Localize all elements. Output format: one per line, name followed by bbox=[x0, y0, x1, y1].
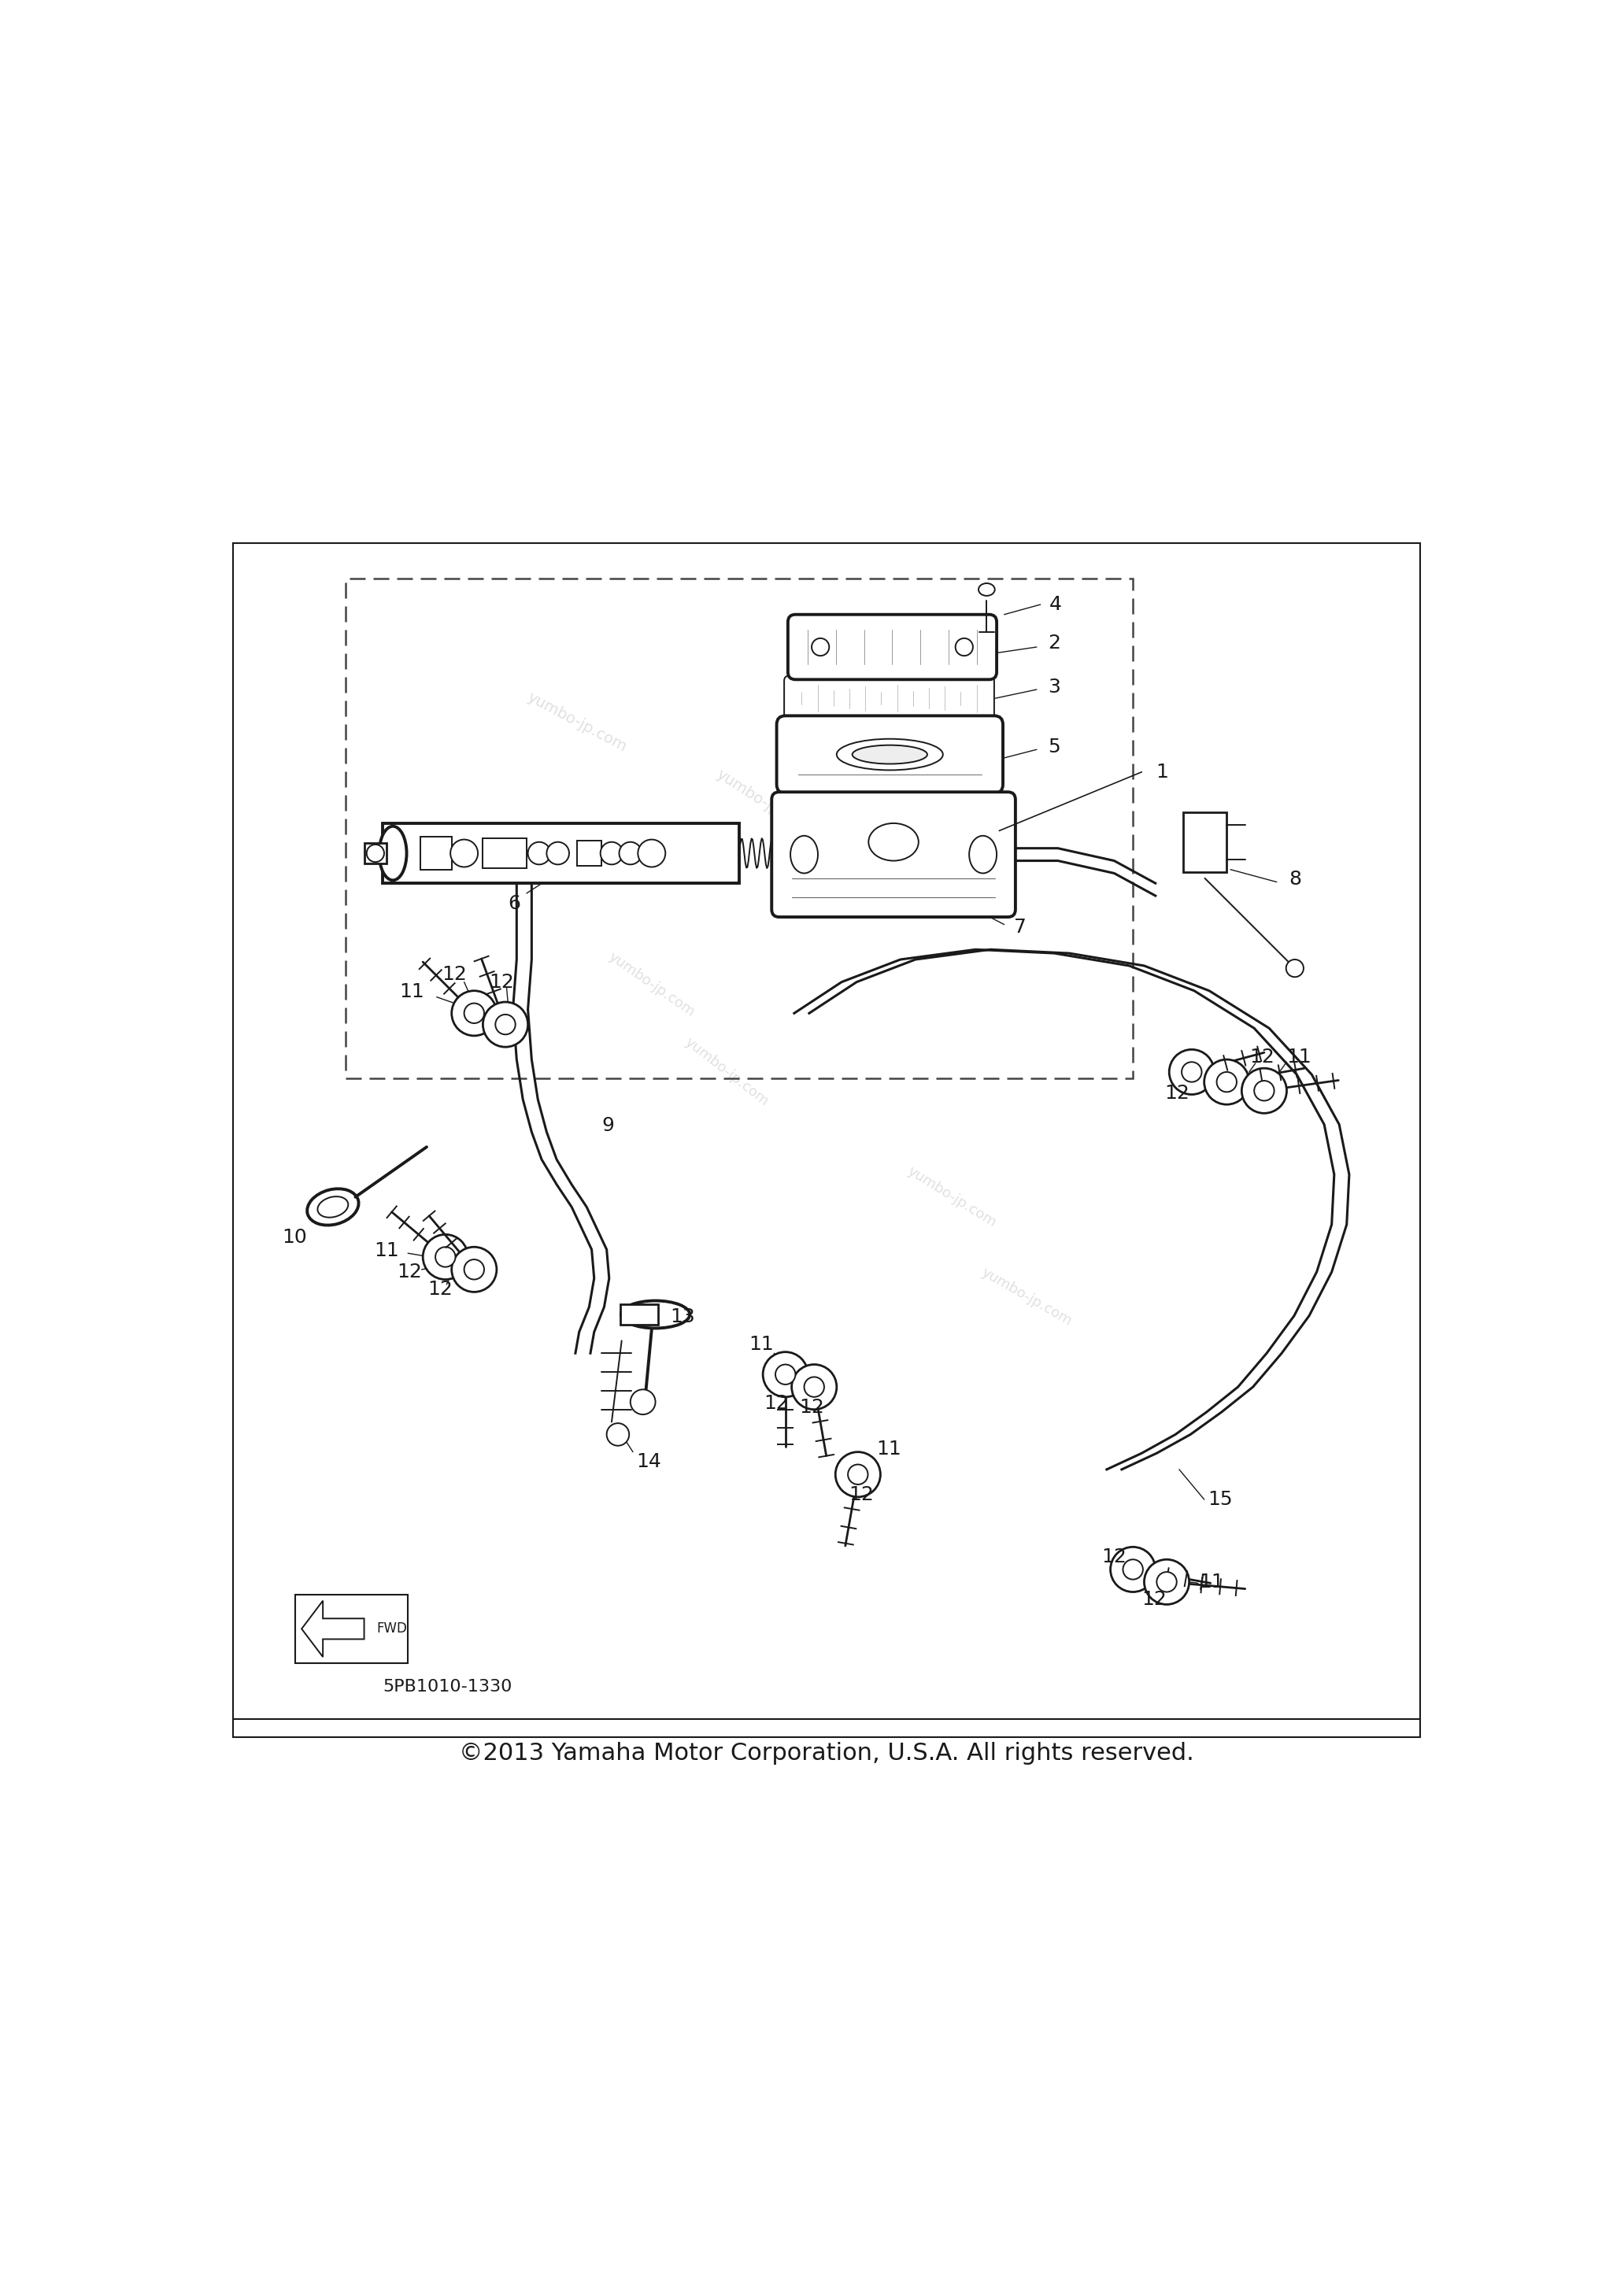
Bar bbox=[482, 838, 526, 868]
Bar bbox=[295, 1593, 408, 1662]
Circle shape bbox=[805, 1378, 824, 1396]
Circle shape bbox=[1182, 1063, 1202, 1081]
Circle shape bbox=[619, 843, 642, 866]
Circle shape bbox=[465, 1261, 484, 1279]
Text: 11: 11 bbox=[374, 1242, 398, 1261]
Circle shape bbox=[366, 845, 384, 861]
Ellipse shape bbox=[837, 739, 944, 769]
Circle shape bbox=[1144, 1559, 1189, 1605]
Circle shape bbox=[1157, 1573, 1177, 1591]
Bar bbox=[621, 1304, 658, 1325]
Ellipse shape bbox=[852, 746, 927, 765]
Circle shape bbox=[1205, 1058, 1248, 1104]
Text: 12: 12 bbox=[848, 1486, 874, 1504]
Text: 2: 2 bbox=[1048, 634, 1060, 652]
Bar bbox=[345, 579, 1132, 1079]
Circle shape bbox=[776, 1364, 795, 1384]
Circle shape bbox=[547, 843, 569, 866]
Circle shape bbox=[1169, 1049, 1215, 1095]
Text: 12: 12 bbox=[397, 1263, 421, 1281]
Circle shape bbox=[955, 638, 973, 657]
Circle shape bbox=[452, 1247, 497, 1293]
Circle shape bbox=[763, 1352, 808, 1396]
Circle shape bbox=[600, 843, 623, 866]
Circle shape bbox=[452, 992, 497, 1035]
Ellipse shape bbox=[868, 824, 918, 861]
Text: 12: 12 bbox=[427, 1281, 453, 1300]
Circle shape bbox=[1123, 1559, 1144, 1580]
Circle shape bbox=[792, 1364, 837, 1410]
Text: 12: 12 bbox=[765, 1394, 789, 1412]
Circle shape bbox=[1255, 1081, 1274, 1100]
Ellipse shape bbox=[790, 836, 818, 872]
Text: 5: 5 bbox=[1048, 737, 1060, 755]
Circle shape bbox=[606, 1424, 629, 1446]
Text: 12: 12 bbox=[1142, 1591, 1166, 1609]
Text: 9: 9 bbox=[602, 1116, 615, 1134]
Text: 7: 7 bbox=[1015, 918, 1026, 937]
Text: 13: 13 bbox=[671, 1306, 695, 1327]
Text: 10: 10 bbox=[282, 1228, 306, 1247]
Polygon shape bbox=[302, 1600, 365, 1658]
FancyBboxPatch shape bbox=[771, 792, 1016, 916]
Text: yumbo-jp.com: yumbo-jp.com bbox=[979, 1265, 1074, 1329]
Text: yumbo-jp.com: yumbo-jp.com bbox=[682, 1035, 771, 1109]
Bar bbox=[421, 838, 452, 870]
Circle shape bbox=[1110, 1548, 1155, 1591]
FancyBboxPatch shape bbox=[787, 615, 997, 680]
Text: 12: 12 bbox=[1248, 1047, 1274, 1065]
Circle shape bbox=[631, 1389, 655, 1414]
Ellipse shape bbox=[969, 836, 997, 872]
Bar bbox=[365, 843, 387, 863]
Text: 8: 8 bbox=[1289, 870, 1302, 889]
Text: 11: 11 bbox=[1287, 1047, 1311, 1065]
Text: 4: 4 bbox=[1048, 595, 1061, 613]
Text: yumbo-jp.com: yumbo-jp.com bbox=[606, 951, 697, 1019]
Text: yumbo-jp.com: yumbo-jp.com bbox=[715, 767, 815, 840]
Text: 11: 11 bbox=[748, 1334, 774, 1355]
Circle shape bbox=[848, 1465, 868, 1486]
Text: 11: 11 bbox=[877, 1440, 902, 1458]
Circle shape bbox=[465, 1003, 484, 1024]
Bar bbox=[382, 824, 739, 884]
Circle shape bbox=[811, 638, 829, 657]
Text: 11: 11 bbox=[1198, 1573, 1224, 1591]
Circle shape bbox=[1242, 1068, 1287, 1114]
Text: yumbo-jp.com: yumbo-jp.com bbox=[524, 689, 629, 755]
Text: 15: 15 bbox=[1208, 1490, 1232, 1508]
Circle shape bbox=[527, 843, 550, 866]
Ellipse shape bbox=[318, 1196, 348, 1217]
Text: 3: 3 bbox=[1048, 677, 1060, 696]
Circle shape bbox=[495, 1015, 516, 1035]
Circle shape bbox=[637, 840, 666, 868]
Ellipse shape bbox=[979, 583, 995, 595]
Circle shape bbox=[436, 1247, 455, 1267]
Text: ©2013 Yamaha Motor Corporation, U.S.A. All rights reserved.: ©2013 Yamaha Motor Corporation, U.S.A. A… bbox=[460, 1743, 1194, 1766]
Ellipse shape bbox=[379, 827, 406, 879]
Text: 5PB1010-1330: 5PB1010-1330 bbox=[382, 1678, 513, 1694]
Circle shape bbox=[423, 1235, 468, 1279]
Text: 12: 12 bbox=[1165, 1084, 1189, 1102]
Text: 11: 11 bbox=[398, 983, 424, 1001]
Ellipse shape bbox=[621, 1302, 690, 1327]
FancyBboxPatch shape bbox=[784, 675, 994, 721]
Text: yumbo-jp.com: yumbo-jp.com bbox=[905, 1164, 998, 1231]
Text: 14: 14 bbox=[637, 1453, 661, 1472]
Text: 12: 12 bbox=[489, 974, 515, 992]
Text: 12: 12 bbox=[798, 1398, 824, 1417]
Ellipse shape bbox=[1286, 960, 1303, 978]
Text: 6: 6 bbox=[508, 893, 521, 914]
Text: 1: 1 bbox=[1155, 762, 1168, 781]
Circle shape bbox=[1216, 1072, 1237, 1093]
Ellipse shape bbox=[306, 1189, 358, 1226]
Text: 12: 12 bbox=[442, 964, 466, 985]
Bar bbox=[577, 840, 602, 866]
Circle shape bbox=[836, 1451, 881, 1497]
Circle shape bbox=[450, 840, 477, 868]
FancyBboxPatch shape bbox=[777, 716, 1003, 792]
Text: FWD: FWD bbox=[377, 1621, 406, 1637]
Text: 12: 12 bbox=[1102, 1548, 1127, 1566]
Bar bbox=[1182, 813, 1227, 872]
Circle shape bbox=[482, 1001, 527, 1047]
